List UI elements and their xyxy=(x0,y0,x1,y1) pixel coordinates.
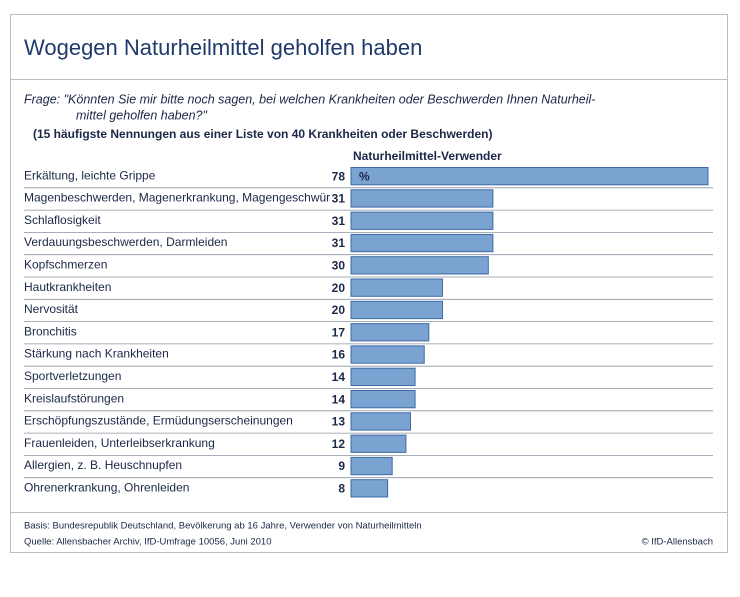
category-label: Allergien, z. B. Heuschnupfen xyxy=(24,458,182,472)
value-label: 12 xyxy=(332,437,346,451)
copyright: © IfD-Allensbach xyxy=(642,537,713,548)
bar xyxy=(350,456,393,476)
frame xyxy=(10,14,728,553)
bar xyxy=(350,211,494,230)
bar xyxy=(350,233,494,253)
question-line: mittel geholfen haben?" xyxy=(76,108,207,122)
category-label: Nervosität xyxy=(24,302,79,316)
value-label: 20 xyxy=(332,281,346,295)
value-label: 14 xyxy=(332,392,346,406)
category-label: Verdauungsbeschwerden, Darmleiden xyxy=(24,235,227,249)
value-label: 9 xyxy=(338,459,345,473)
bar xyxy=(350,412,411,431)
category-label: Erschöpfungszustände, Ermüdungserscheinu… xyxy=(24,414,293,428)
value-label: 14 xyxy=(332,370,346,384)
category-label: Erkältung, leichte Grippe xyxy=(24,168,156,182)
value-label: 31 xyxy=(332,192,346,206)
footnote: Quelle: Allensbacher Archiv, IfD-Umfrage… xyxy=(24,537,272,548)
bar xyxy=(350,256,489,275)
value-label: 31 xyxy=(332,214,346,228)
category-label: Magenbeschwerden, Magenerkrankung, Magen… xyxy=(24,191,330,205)
category-label: Ohrenerkrankung, Ohrenleiden xyxy=(24,481,189,495)
bar xyxy=(350,189,494,208)
bar xyxy=(350,323,430,342)
value-label: 16 xyxy=(332,348,346,362)
value-label: 30 xyxy=(332,259,346,273)
category-label: Schlaflosigkeit xyxy=(24,213,101,227)
bar xyxy=(350,390,416,409)
bar xyxy=(350,300,444,320)
bar xyxy=(350,278,444,297)
bar xyxy=(350,434,407,453)
bar xyxy=(350,367,416,387)
category-label: Kopfschmerzen xyxy=(24,258,107,272)
category-label: Kreislaufstörungen xyxy=(24,391,124,405)
category-label: Frauenleiden, Unterleibserkrankung xyxy=(24,436,215,450)
bar xyxy=(350,345,425,364)
subtitle: (15 häufigste Nennungen aus einer Liste … xyxy=(33,127,492,141)
category-label: Sportverletzungen xyxy=(24,369,121,383)
question-line: Frage: "Könnten Sie mir bitte noch sagen… xyxy=(24,92,595,106)
unit-label: % xyxy=(359,169,370,183)
value-label: 17 xyxy=(332,325,346,339)
series-header: Naturheilmittel-Verwender xyxy=(353,149,502,163)
bar xyxy=(350,167,709,186)
chart-title: Wogegen Naturheilmittel geholfen haben xyxy=(24,35,422,60)
value-label: 78 xyxy=(332,169,346,183)
bar xyxy=(350,479,389,498)
value-label: 13 xyxy=(332,415,346,429)
footnote: Basis: Bundesrepublik Deutschland, Bevöl… xyxy=(24,521,422,532)
category-label: Stärkung nach Krankheiten xyxy=(24,347,169,361)
category-label: Hautkrankheiten xyxy=(24,280,111,294)
category-label: Bronchitis xyxy=(24,324,77,338)
value-label: 20 xyxy=(332,303,346,317)
value-label: 8 xyxy=(338,482,345,496)
value-label: 31 xyxy=(332,236,346,250)
